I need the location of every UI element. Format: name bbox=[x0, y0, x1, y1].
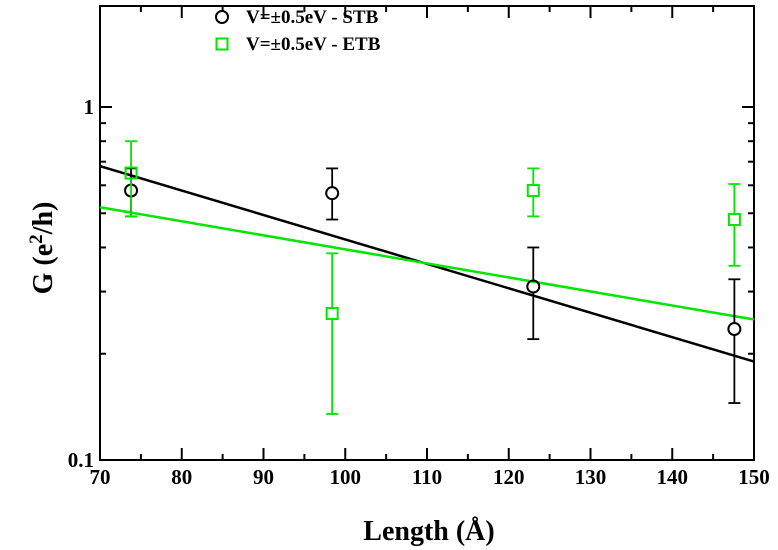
x-tick-label: 150 bbox=[738, 465, 770, 489]
data-point bbox=[325, 252, 339, 415]
legend-circle-marker bbox=[215, 10, 229, 24]
legend-label: V=±0.5eV - STB bbox=[246, 7, 379, 28]
square-marker bbox=[727, 213, 741, 227]
x-tick-label: 70 bbox=[90, 465, 111, 489]
data-point bbox=[325, 167, 340, 221]
data-point bbox=[124, 140, 138, 218]
axis-ticks: 70 80 90 100 110 120 130 140 150 0.1 1 bbox=[68, 6, 770, 489]
y-tick-label: 0.1 bbox=[68, 448, 94, 472]
plot-frame bbox=[99, 5, 755, 461]
y-tick-label: 1 bbox=[84, 95, 95, 119]
circle-marker bbox=[526, 279, 541, 294]
data-point bbox=[526, 246, 541, 341]
x-tick-label: 110 bbox=[412, 465, 442, 489]
data-point bbox=[727, 183, 741, 267]
circle-marker bbox=[727, 322, 742, 337]
x-tick-label: 100 bbox=[330, 465, 362, 489]
square-marker bbox=[325, 307, 339, 321]
legend-entry: V=±0.5eV - STB bbox=[215, 7, 379, 28]
fit-lines bbox=[99, 164, 755, 363]
data-markers bbox=[124, 140, 742, 415]
square-marker bbox=[124, 166, 138, 180]
legend-square-marker bbox=[215, 37, 229, 51]
plot-area bbox=[99, 5, 755, 461]
fit-line bbox=[99, 206, 755, 321]
circle-marker bbox=[325, 186, 340, 201]
x-tick-label: 90 bbox=[253, 465, 274, 489]
data-point bbox=[727, 278, 742, 404]
square-marker bbox=[526, 184, 540, 198]
x-tick-label: 130 bbox=[575, 465, 607, 489]
x-tick-label: 80 bbox=[171, 465, 192, 489]
legend: V=±0.5eV - STB V=±0.5eV - ETB bbox=[215, 7, 381, 55]
x-tick-label: 120 bbox=[493, 465, 525, 489]
x-tick-label: 140 bbox=[657, 465, 689, 489]
y-axis-title: G (e2/h) bbox=[26, 202, 59, 295]
x-axis-title: Length (Å) bbox=[363, 516, 494, 547]
legend-entry: V=±0.5eV - ETB bbox=[215, 34, 381, 55]
legend-label: V=±0.5eV - ETB bbox=[246, 34, 381, 55]
data-point bbox=[526, 167, 540, 218]
